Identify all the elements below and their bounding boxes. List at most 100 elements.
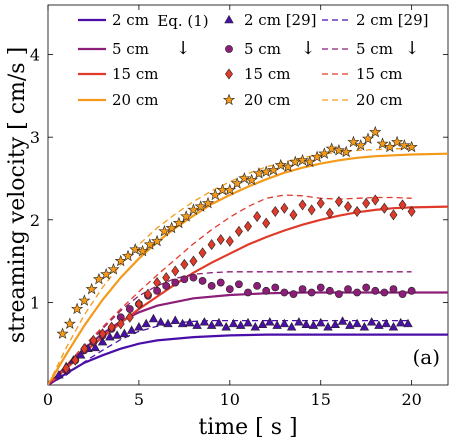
data-point-15cm	[307, 204, 316, 216]
data-point-15cm	[398, 199, 407, 211]
data-point-2cm	[119, 328, 130, 338]
data-point-5cm	[407, 286, 416, 295]
data-point-2cm	[301, 319, 311, 328]
data-point-2cm	[316, 317, 326, 327]
data-point-2cm	[330, 319, 340, 328]
data-point-15cm	[325, 207, 334, 219]
data-point-5cm	[325, 286, 334, 295]
series-markers	[54, 125, 418, 379]
data-point-15cm	[280, 202, 289, 214]
data-point-20cm	[347, 135, 360, 148]
data-point-5cm	[307, 288, 316, 297]
data-point-20cm	[201, 196, 215, 209]
data-point-5cm	[344, 285, 352, 294]
data-point-20cm	[71, 302, 84, 315]
data-point-2cm	[214, 317, 224, 327]
data-point-2cm	[134, 322, 144, 331]
data-point-15cm	[171, 265, 180, 277]
data-point-20cm	[281, 160, 295, 173]
data-point-20cm	[369, 125, 382, 138]
data-point-20cm	[231, 177, 244, 189]
data-point-2cm	[403, 318, 413, 328]
data-point-5cm	[335, 290, 343, 299]
data-point-20cm	[332, 144, 345, 156]
data-point-20cm	[209, 188, 222, 201]
data-point-2cm	[105, 331, 115, 341]
data-point-15cm	[180, 258, 189, 270]
panel-annotation: (a)	[412, 345, 440, 369]
model-line-2cm	[48, 333, 448, 385]
x-tick-label: 10	[220, 390, 240, 409]
data-point-20cm	[107, 262, 120, 275]
data-point-5cm	[262, 286, 271, 295]
data-point-2cm	[112, 330, 122, 339]
data-point-20cm	[92, 272, 105, 285]
data-point-20cm	[325, 142, 338, 154]
data-point-15cm	[407, 206, 416, 218]
data-point-2cm	[90, 342, 100, 352]
x-tick-label: 15	[311, 390, 331, 409]
data-point-5cm	[380, 288, 389, 297]
x-tick-label: 0	[43, 390, 53, 409]
data-point-20cm	[63, 317, 76, 330]
data-point-15cm	[71, 354, 80, 366]
data-point-2cm	[359, 322, 370, 331]
data-point-5cm	[207, 281, 216, 290]
data-point-15cm	[244, 220, 252, 232]
data-point-20cm	[383, 140, 396, 153]
data-point-15cm	[98, 328, 107, 340]
data-point-15cm	[298, 199, 307, 211]
legend-reference-label: 5 cm	[356, 40, 393, 58]
data-point-2cm	[185, 317, 195, 327]
data-point-5cm	[362, 283, 371, 292]
data-point-20cm	[274, 158, 287, 171]
data-point-15cm	[262, 217, 271, 229]
legend-marker-swatch	[224, 14, 234, 24]
legend-marker-swatch	[225, 68, 233, 80]
legend: Eq. (1) ↓ ↓ ↓ 2 cm 2 cm [29] 2 cm [29] 5 cm 5 cm…	[78, 11, 429, 109]
legend-measured-label: 2 cm [29]	[244, 11, 317, 29]
data-point-15cm	[62, 362, 71, 374]
data-point-15cm	[253, 210, 262, 222]
data-point-2cm	[192, 320, 202, 329]
data-point-5cm	[162, 281, 171, 290]
data-point-15cm	[380, 202, 389, 214]
data-point-5cm	[371, 286, 380, 295]
data-point-2cm	[352, 318, 362, 328]
data-point-2cm	[199, 317, 210, 326]
data-point-2cm	[257, 319, 268, 328]
data-point-5cm	[216, 278, 225, 287]
data-point-15cm	[89, 334, 98, 346]
data-point-5cm	[389, 285, 398, 294]
data-point-20cm	[114, 254, 127, 267]
data-point-15cm	[162, 272, 171, 284]
data-point-2cm	[76, 350, 86, 359]
data-point-15cm	[107, 321, 116, 333]
data-point-2cm	[345, 320, 355, 329]
data-point-5cm	[125, 305, 134, 313]
data-point-15cm	[362, 197, 371, 209]
data-point-20cm	[311, 150, 324, 163]
data-point-2cm	[381, 318, 391, 328]
data-point-15cm	[80, 343, 89, 355]
data-point-15cm	[116, 318, 125, 330]
legend-measured-label: 5 cm	[244, 40, 281, 58]
data-point-2cm	[366, 317, 377, 326]
legend-model-label: 15 cm	[112, 65, 158, 83]
data-point-15cm	[371, 194, 380, 206]
data-point-15cm	[225, 235, 234, 247]
model-line-20cm	[48, 152, 448, 385]
data-point-2cm	[374, 320, 384, 329]
data-point-2cm	[286, 322, 297, 331]
data-point-2cm	[148, 313, 159, 323]
data-point-2cm	[279, 318, 290, 328]
data-point-20cm	[151, 234, 164, 247]
data-point-2cm	[156, 317, 166, 326]
data-point-5cm	[153, 286, 161, 295]
data-point-5cm	[171, 278, 180, 287]
data-point-20cm	[56, 327, 69, 339]
legend-model-label: 20 cm	[112, 91, 158, 109]
data-point-2cm	[141, 318, 151, 328]
data-point-15cm	[216, 234, 225, 246]
